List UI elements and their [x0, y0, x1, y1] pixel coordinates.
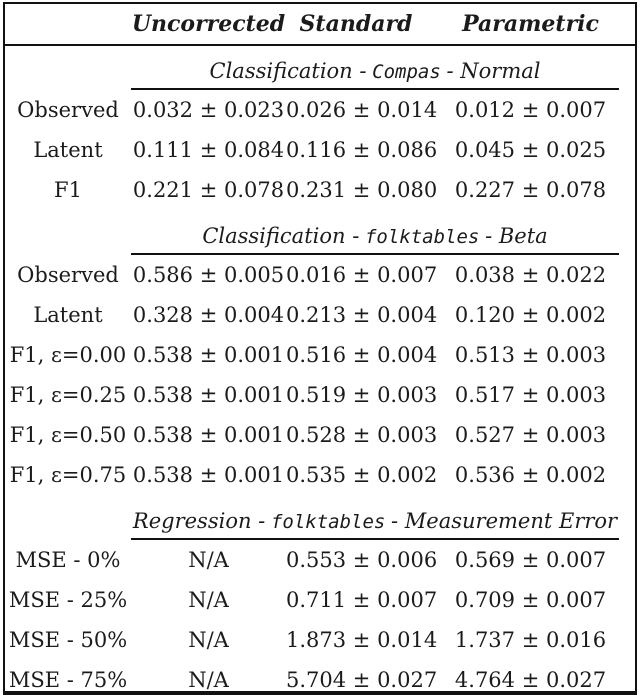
cell-value: 0.528 ± 0.003	[286, 423, 438, 447]
cell-value: 0.012 ± 0.007	[454, 98, 607, 122]
row-label: F1, ε=0.25	[9, 383, 127, 407]
results-table-frame: Uncorrected Standard Parametric Classifi…	[3, 2, 637, 695]
row-label: F1, ε=0.00	[9, 343, 127, 367]
cell-value: 0.538 ± 0.001	[132, 343, 285, 367]
cell-value: 0.116 ± 0.086	[286, 138, 438, 162]
table-row: F1, ε=0.00 0.538 ± 0.001 0.516 ± 0.004 0…	[5, 335, 635, 375]
row-label: F1, ε=0.75	[9, 463, 127, 487]
cell-value: 0.120 ± 0.002	[454, 303, 607, 327]
cell-value: 0.711 ± 0.007	[286, 588, 438, 612]
row-label: MSE - 0%	[15, 548, 121, 572]
row-label: Latent	[33, 303, 103, 327]
row-label: F1, ε=0.50	[9, 423, 127, 447]
section-title-folktables-measurement-error: Regression - folktables - Measurement Erro…	[131, 509, 619, 540]
section-title-suffix: - Measurement Error	[391, 509, 618, 533]
table-row: MSE - 50% N/A 1.873 ± 0.014 1.737 ± 0.01…	[5, 620, 635, 660]
results-table: Uncorrected Standard Parametric Classifi…	[5, 4, 635, 700]
row-label: Latent	[33, 138, 103, 162]
cell-value: 0.527 ± 0.003	[454, 423, 607, 447]
section-title-suffix: - Beta	[485, 224, 548, 248]
cell-value: 0.709 ± 0.007	[454, 588, 607, 612]
section-title-dataset: folktables	[364, 226, 480, 248]
table-row: Observed 0.586 ± 0.005 0.016 ± 0.007 0.0…	[5, 255, 635, 295]
cell-value: 0.536 ± 0.002	[454, 463, 607, 487]
column-header-standard: Standard	[286, 4, 426, 46]
cell-value: 0.516 ± 0.004	[286, 343, 438, 367]
table-row: MSE - 0% N/A 0.553 ± 0.006 0.569 ± 0.007	[5, 540, 635, 580]
cell-value: 0.535 ± 0.002	[286, 463, 438, 487]
cell-value: 0.213 ± 0.004	[286, 303, 438, 327]
cell-value: 0.519 ± 0.003	[286, 383, 438, 407]
cell-value: 1.737 ± 0.016	[454, 628, 607, 652]
cell-value: 0.231 ± 0.080	[286, 178, 438, 202]
cell-value: 0.032 ± 0.023	[132, 98, 285, 122]
section-title-folktables-beta: Classification - folktables - Beta	[131, 224, 619, 255]
section-title-compas-normal: Classification - Compas - Normal	[131, 59, 619, 90]
cell-value: 0.328 ± 0.004	[132, 303, 285, 327]
cell-value: N/A	[188, 628, 229, 652]
cell-value: N/A	[188, 548, 229, 572]
cell-value: 0.227 ± 0.078	[454, 178, 607, 202]
cell-value: 0.016 ± 0.007	[286, 263, 438, 287]
cell-value: 0.513 ± 0.003	[454, 343, 607, 367]
table-row: F1, ε=0.50 0.538 ± 0.001 0.528 ± 0.003 0…	[5, 415, 635, 455]
cell-value: 0.538 ± 0.001	[132, 463, 285, 487]
section-title-dataset: folktables	[270, 511, 386, 533]
cell-value: N/A	[188, 668, 229, 692]
section-title-suffix: - Normal	[446, 59, 541, 83]
table-row: F1, ε=0.75 0.538 ± 0.001 0.535 ± 0.002 0…	[5, 455, 635, 495]
cell-value: 0.111 ± 0.084	[132, 138, 285, 162]
row-label: MSE - 75%	[8, 668, 128, 692]
table-row: F1 0.221 ± 0.078 0.231 ± 0.080 0.227 ± 0…	[5, 170, 635, 210]
column-header-parametric: Parametric	[426, 4, 635, 46]
table-row: MSE - 25% N/A 0.711 ± 0.007 0.709 ± 0.00…	[5, 580, 635, 620]
section-title-prefix: Classification -	[202, 224, 360, 248]
row-label: F1	[54, 178, 82, 202]
cell-value: N/A	[188, 588, 229, 612]
cell-value: 5.704 ± 0.027	[286, 668, 438, 692]
cell-value: 1.873 ± 0.014	[286, 628, 438, 652]
section-header-row: Classification - folktables - Beta	[5, 210, 635, 255]
cell-value: 0.221 ± 0.078	[132, 178, 285, 202]
row-label: MSE - 50%	[8, 628, 128, 652]
row-label: Observed	[17, 263, 119, 287]
cell-value: 0.517 ± 0.003	[454, 383, 607, 407]
cell-value: 0.045 ± 0.025	[454, 138, 607, 162]
table-row: Latent 0.111 ± 0.084 0.116 ± 0.086 0.045…	[5, 130, 635, 170]
section-header-row: Classification - Compas - Normal	[5, 45, 635, 90]
row-label: MSE - 25%	[8, 588, 128, 612]
table-row: Latent 0.328 ± 0.004 0.213 ± 0.004 0.120…	[5, 295, 635, 335]
column-header-uncorrected: Uncorrected	[131, 4, 286, 46]
section-title-dataset: Compas	[372, 61, 441, 83]
cell-value: 0.538 ± 0.001	[132, 383, 285, 407]
cell-value: 0.553 ± 0.006	[286, 548, 438, 572]
section-title-prefix: Classification -	[209, 59, 367, 83]
cell-value: 0.026 ± 0.014	[286, 98, 438, 122]
table-row: MSE - 75% N/A 5.704 ± 0.027 4.764 ± 0.02…	[5, 660, 635, 700]
cell-value: 4.764 ± 0.027	[454, 668, 607, 692]
column-header-row: Uncorrected Standard Parametric	[5, 4, 635, 46]
cell-value: 0.038 ± 0.022	[454, 263, 607, 287]
cell-value: 0.569 ± 0.007	[454, 548, 607, 572]
section-title-prefix: Regression -	[132, 509, 266, 533]
cell-value: 0.538 ± 0.001	[132, 423, 285, 447]
column-header-empty	[5, 4, 131, 46]
table-row: F1, ε=0.25 0.538 ± 0.001 0.519 ± 0.003 0…	[5, 375, 635, 415]
cell-value: 0.586 ± 0.005	[132, 263, 285, 287]
section-header-row: Regression - folktables - Measurement Erro…	[5, 495, 635, 540]
table-row: Observed 0.032 ± 0.023 0.026 ± 0.014 0.0…	[5, 90, 635, 130]
row-label: Observed	[17, 98, 119, 122]
